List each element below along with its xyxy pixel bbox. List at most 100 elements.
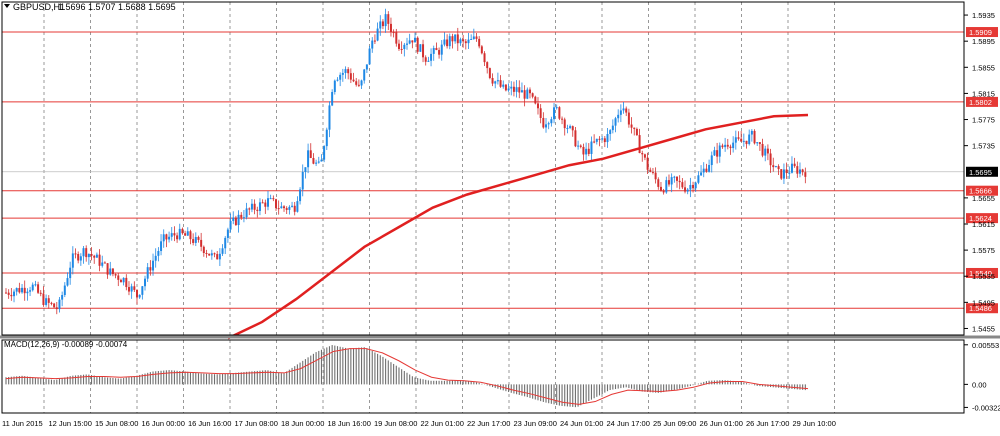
candle-body — [697, 175, 700, 183]
candle-body — [101, 262, 104, 266]
candle-body — [761, 143, 764, 156]
candle-body — [512, 86, 515, 92]
candle-body — [694, 182, 697, 189]
candle-body — [45, 298, 48, 305]
candle-body — [213, 253, 216, 255]
candle-body — [133, 286, 136, 290]
candle-body — [488, 68, 491, 79]
candle-body — [774, 166, 777, 168]
y-tick-label: 1.5775 — [972, 116, 995, 125]
candle-body — [708, 165, 711, 172]
candle-body — [21, 287, 24, 293]
candle-body — [280, 206, 283, 209]
candle-body — [414, 37, 417, 43]
x-tick-label: 26 Jun 01:00 — [700, 419, 743, 428]
candle-body — [138, 294, 141, 298]
candle-body — [713, 150, 716, 156]
candle-body — [127, 287, 130, 292]
candle-body — [689, 184, 692, 190]
candle-body — [788, 172, 791, 174]
moving-average — [227, 113, 809, 340]
candle-body — [291, 205, 294, 207]
candle-body — [705, 168, 708, 172]
macd-panel — [5, 345, 809, 408]
candle-body — [670, 177, 673, 185]
candle-body — [729, 146, 732, 149]
candle-body — [389, 23, 392, 33]
candle-body — [667, 180, 670, 185]
candle-body — [611, 125, 614, 131]
candle-body — [502, 84, 505, 87]
candle-body — [798, 169, 801, 174]
candle-body — [593, 141, 596, 143]
chart-menu-arrow-icon[interactable] — [4, 4, 10, 8]
x-tick-label: 25 Jun 09:00 — [653, 419, 696, 428]
candle-body — [710, 155, 713, 166]
candle-body — [662, 190, 665, 193]
candle-body — [571, 126, 574, 131]
y-tick-label: 1.5735 — [972, 142, 995, 151]
level-tag-label: 1.5802 — [969, 98, 992, 107]
candle-body — [649, 169, 652, 172]
candle-body — [152, 260, 155, 271]
candle-body — [764, 148, 767, 156]
candle-body — [448, 36, 451, 47]
candle-body — [7, 292, 10, 295]
candle-body — [309, 150, 312, 158]
candle-body — [146, 267, 149, 279]
macd-tick-label: -0.00322 — [972, 403, 1000, 412]
candle-body — [34, 284, 37, 286]
candle-body — [144, 278, 147, 287]
candle-body — [381, 21, 384, 27]
x-tick-label: 11 Jun 2015 — [2, 419, 43, 428]
candle-body — [566, 127, 569, 129]
candle-body — [406, 43, 408, 45]
candle-body — [782, 169, 785, 179]
candle-body — [686, 189, 689, 192]
candle-body — [23, 287, 26, 294]
candle-body — [384, 14, 387, 27]
candle-body — [95, 254, 98, 258]
level-tag — [966, 185, 998, 196]
candle-body — [29, 290, 32, 292]
x-tick-label: 24 Jun 17:00 — [607, 419, 650, 428]
candle-body — [641, 153, 644, 155]
candle-body — [753, 130, 756, 144]
candle-body — [117, 275, 120, 280]
candle-body — [601, 138, 604, 140]
candle-body — [716, 150, 719, 157]
candle-body — [633, 127, 636, 129]
candle-body — [301, 171, 304, 190]
candle-body — [210, 253, 213, 256]
candle-body — [261, 202, 264, 204]
candle-body — [339, 74, 342, 80]
candle-body — [170, 233, 173, 237]
current-price-tag — [966, 166, 998, 177]
candle-body — [451, 36, 454, 42]
level-tag-label: 1.5624 — [969, 214, 992, 223]
level-tag-label: 1.5666 — [969, 187, 992, 196]
candle-body — [472, 36, 475, 39]
candle-body — [483, 53, 486, 63]
candle-body — [435, 48, 438, 51]
candle-body — [577, 145, 580, 147]
candle-body — [491, 78, 494, 84]
candle-body — [598, 138, 601, 140]
candle-body — [77, 254, 80, 261]
candle-body — [192, 239, 195, 243]
candle-body — [515, 87, 518, 92]
candle-body — [106, 263, 109, 275]
candle-body — [587, 148, 590, 154]
candle-body — [237, 214, 240, 226]
candle-body — [226, 229, 229, 238]
current-price-label: 1.5695 — [969, 168, 992, 177]
candle-body — [194, 237, 197, 243]
candle-body — [659, 186, 662, 191]
candle-body — [368, 48, 371, 65]
candle-body — [692, 184, 695, 189]
candle-body — [53, 303, 56, 308]
candle-body — [467, 39, 470, 44]
candle-body — [766, 148, 769, 154]
